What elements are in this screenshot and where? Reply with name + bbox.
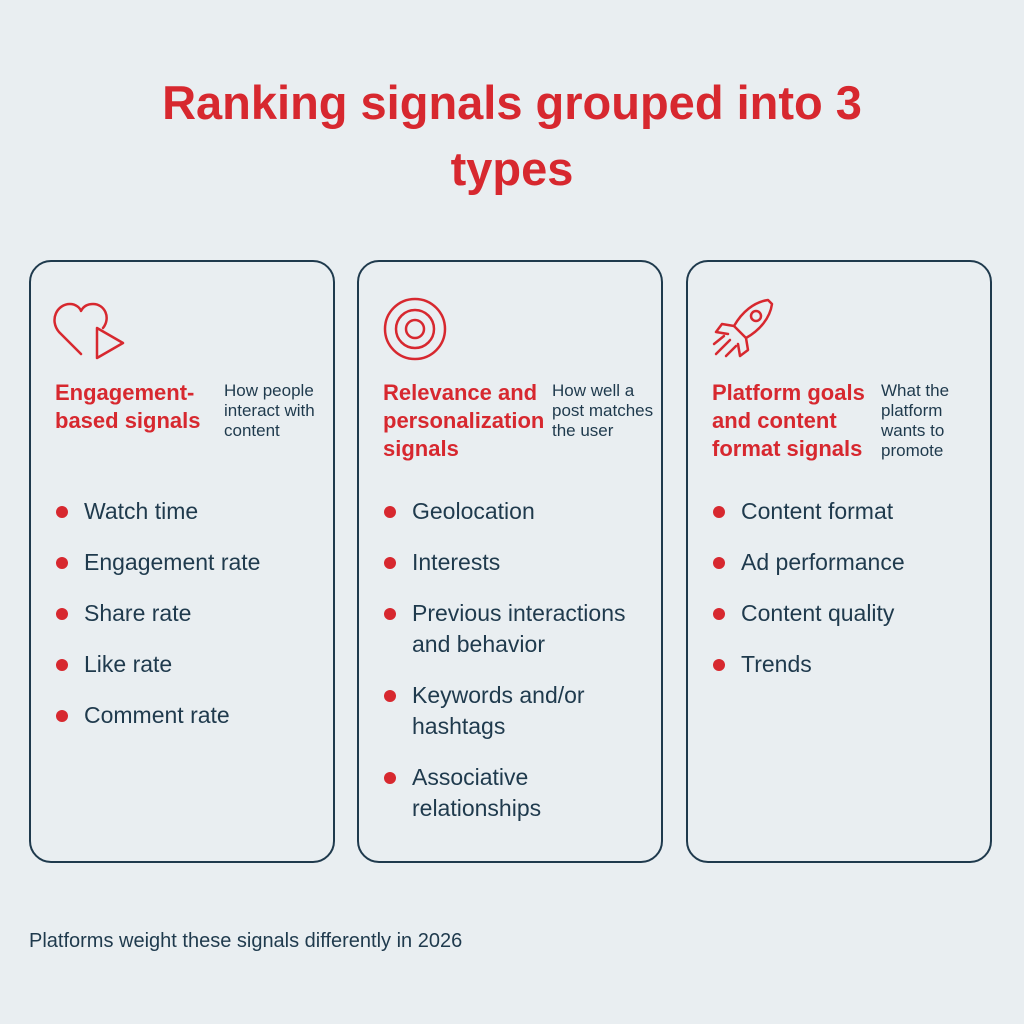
signal-item: Content quality [712,598,987,629]
signal-item: Share rate [55,598,330,629]
signal-item: Content format [712,496,987,527]
engagement-icon [53,302,125,360]
signal-item: Trends [712,649,987,680]
signal-item: Comment rate [55,700,330,731]
signal-item: Like rate [55,649,330,680]
card-heading: Engagement-based signals [55,380,201,433]
card-description: How well a post matches the user [552,381,654,440]
signal-list: Geolocation Interests Previous interaction… [383,496,658,844]
signal-item: Interests [383,547,658,578]
signal-item: Watch time [55,496,330,527]
card-icon [710,296,780,371]
signal-list: Content format Ad performance Content qual… [712,496,987,700]
signal-item: Ad performance [712,547,987,578]
target-icon [383,297,447,361]
signal-item: Previous interactions and behavior [383,598,658,660]
card-heading: Relevance and personalization signals [383,380,545,461]
signal-item: Engagement rate [55,547,330,578]
signal-card: Platform goals and content format signal… [686,260,992,863]
card-description: What the platform wants to promote [881,381,950,460]
signal-card: Engagement-based signals How people inter… [29,260,335,863]
page-title: Ranking signals grouped into 3 types [162,76,862,195]
signal-card: Relevance and personalization signals How… [357,260,663,863]
signal-item: Geolocation [383,496,658,527]
rocket-icon [712,298,774,358]
signal-list: Watch time Engagement rate Share rate Like … [55,496,330,751]
card-icon [53,296,133,371]
signal-item: Keywords and/or hashtags [383,680,658,742]
card-icon [381,296,451,371]
card-description: How people interact with content [224,381,315,440]
footer-note: Platforms weight these signals different… [29,930,463,952]
card-heading: Platform goals and content format signal… [712,380,865,461]
signal-item: Associative relationships [383,762,658,824]
